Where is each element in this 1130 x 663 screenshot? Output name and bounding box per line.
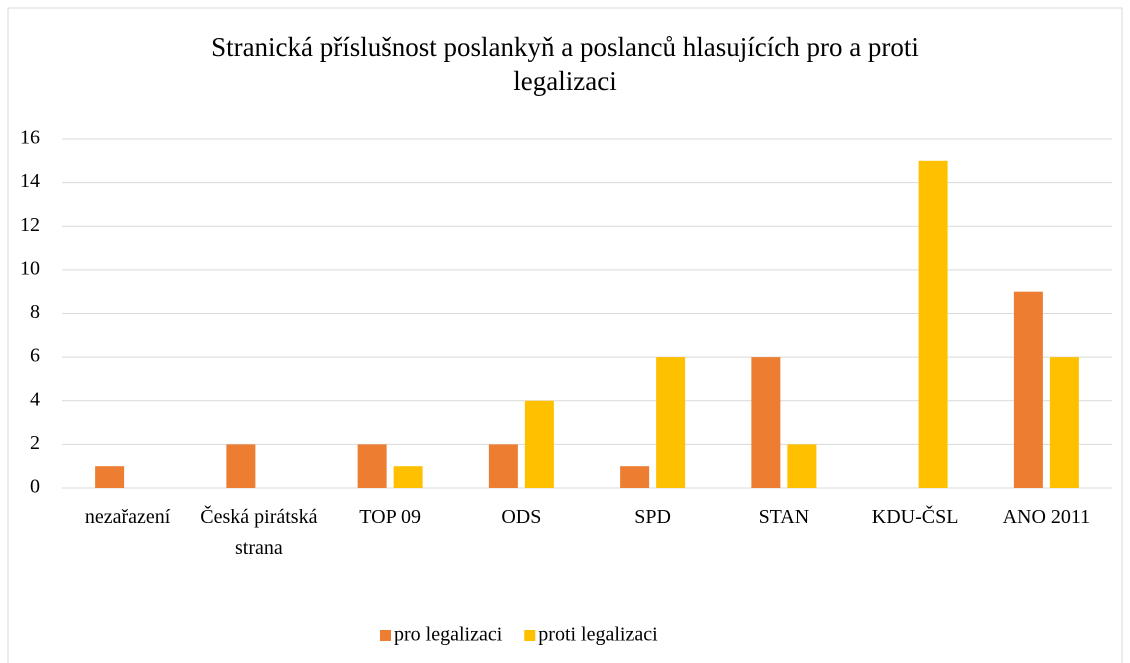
bar bbox=[918, 160, 948, 488]
y-tick-label: 14 bbox=[20, 170, 40, 192]
y-tick-label: 6 bbox=[30, 345, 40, 367]
x-tick-label: ANO 2011 bbox=[1003, 506, 1091, 528]
y-tick-label: 2 bbox=[30, 432, 40, 454]
x-tick-label: ODS bbox=[501, 506, 541, 528]
x-tick-label: Česká pirátská strana bbox=[200, 504, 317, 559]
bar bbox=[751, 357, 781, 488]
legend-swatch bbox=[524, 630, 536, 641]
legend-swatch bbox=[380, 630, 391, 641]
y-tick-label: 4 bbox=[30, 388, 40, 410]
bar bbox=[1013, 291, 1043, 488]
bar bbox=[357, 444, 387, 488]
bar bbox=[95, 466, 125, 488]
legend-label: pro legalizaci bbox=[394, 624, 503, 646]
y-tick-label: 0 bbox=[30, 476, 40, 498]
x-tick-label: nezařazení bbox=[85, 506, 171, 528]
bar bbox=[656, 357, 686, 488]
x-tick-label: KDU-ČSL bbox=[872, 504, 959, 528]
y-tick-label: 12 bbox=[20, 214, 40, 236]
bar bbox=[787, 444, 817, 488]
bar bbox=[393, 466, 423, 488]
x-tick-label: STAN bbox=[759, 506, 810, 528]
chart-title: Stranická příslušnost poslankyň a poslan… bbox=[211, 32, 919, 96]
y-tick-label: 10 bbox=[20, 257, 40, 279]
x-tick-label: SPD bbox=[634, 506, 671, 528]
x-tick-label: TOP 09 bbox=[359, 506, 421, 528]
bar bbox=[226, 444, 256, 488]
bar bbox=[488, 444, 518, 488]
bar bbox=[1049, 357, 1079, 488]
bar bbox=[620, 466, 650, 488]
bar bbox=[524, 400, 554, 488]
y-tick-label: 8 bbox=[30, 301, 40, 323]
chart-frame bbox=[7, 7, 1123, 663]
y-tick-label: 16 bbox=[20, 127, 40, 149]
legend-label: proti legalizaci bbox=[538, 624, 658, 646]
